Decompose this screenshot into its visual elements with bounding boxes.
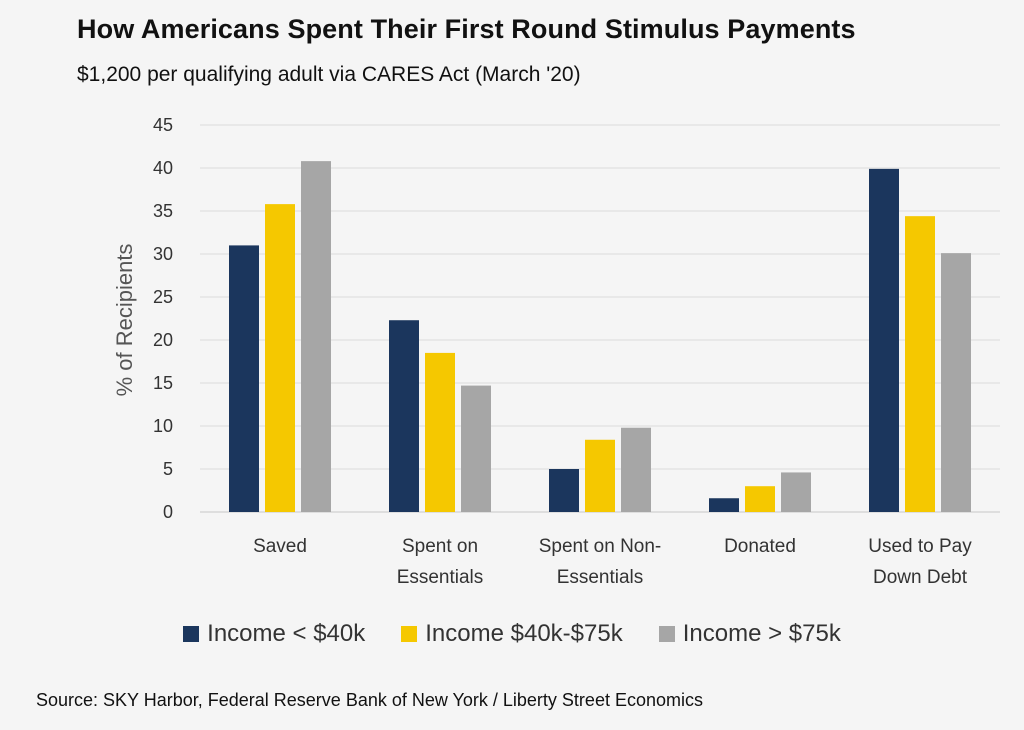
bar <box>621 427 651 512</box>
legend-label: Income > $75k <box>682 620 841 647</box>
bar <box>229 245 259 512</box>
legend-swatch <box>658 626 675 642</box>
bar <box>905 216 935 512</box>
bar <box>781 472 811 512</box>
category-label: Spent on Non-Essentials <box>539 536 662 588</box>
bar <box>745 486 775 512</box>
y-tick-label: 5 <box>163 459 173 479</box>
y-tick-label: 20 <box>153 330 173 350</box>
legend-item: Income > $75k <box>658 620 841 648</box>
bar <box>869 168 899 513</box>
category-label: Used to Pay Down Debt <box>868 536 972 588</box>
legend-label: Income $40k-$75k <box>425 620 623 647</box>
category-label: Spent on Essentials <box>397 536 484 588</box>
chart-title: How Americans Spent Their First Round St… <box>77 14 856 44</box>
category-label: Donated <box>724 536 796 557</box>
legend-label: Income < $40k <box>207 620 366 647</box>
category-labels: Saved Spent on Essentials Spent on Non-Esse… <box>253 536 972 588</box>
legend-item: Income < $40k <box>183 620 365 648</box>
bar <box>941 253 971 512</box>
bar <box>461 385 491 512</box>
bar <box>549 469 579 512</box>
bar <box>709 498 739 512</box>
y-tick-label: 25 <box>153 287 173 307</box>
bar <box>389 320 419 512</box>
y-tick-label: 10 <box>153 416 173 436</box>
y-tick-label: 15 <box>153 373 173 393</box>
category-label: Saved <box>253 536 307 557</box>
bar <box>585 439 615 512</box>
legend-swatch <box>183 626 200 642</box>
y-tick-label: 45 <box>153 115 173 135</box>
y-tick-label: 30 <box>153 244 173 264</box>
y-tick-label: 0 <box>163 502 173 522</box>
y-tick-label: 35 <box>153 201 173 221</box>
bar <box>425 352 455 512</box>
source-note: Source: SKY Harbor, Federal Reserve Bank… <box>36 690 703 710</box>
legend-item: Income $40k-$75k <box>401 620 623 648</box>
y-tick-label: 40 <box>153 158 173 178</box>
y-tick-labels: 0 5 10 15 20 25 30 35 40 45 <box>153 115 173 522</box>
legend-swatch <box>401 626 418 642</box>
bar <box>265 204 295 512</box>
bar <box>301 161 331 512</box>
bars <box>229 161 971 513</box>
bar-chart: 0 5 10 15 20 25 30 35 40 45 Saved Spent on Essentia… <box>112 115 1000 588</box>
chart-subtitle: $1,200 per qualifying adult via CARES Ac… <box>77 63 581 86</box>
y-axis-label: % of Recipients <box>112 244 137 397</box>
legend: Income < $40k Income $40k-$75k Income > $7… <box>0 620 1024 648</box>
